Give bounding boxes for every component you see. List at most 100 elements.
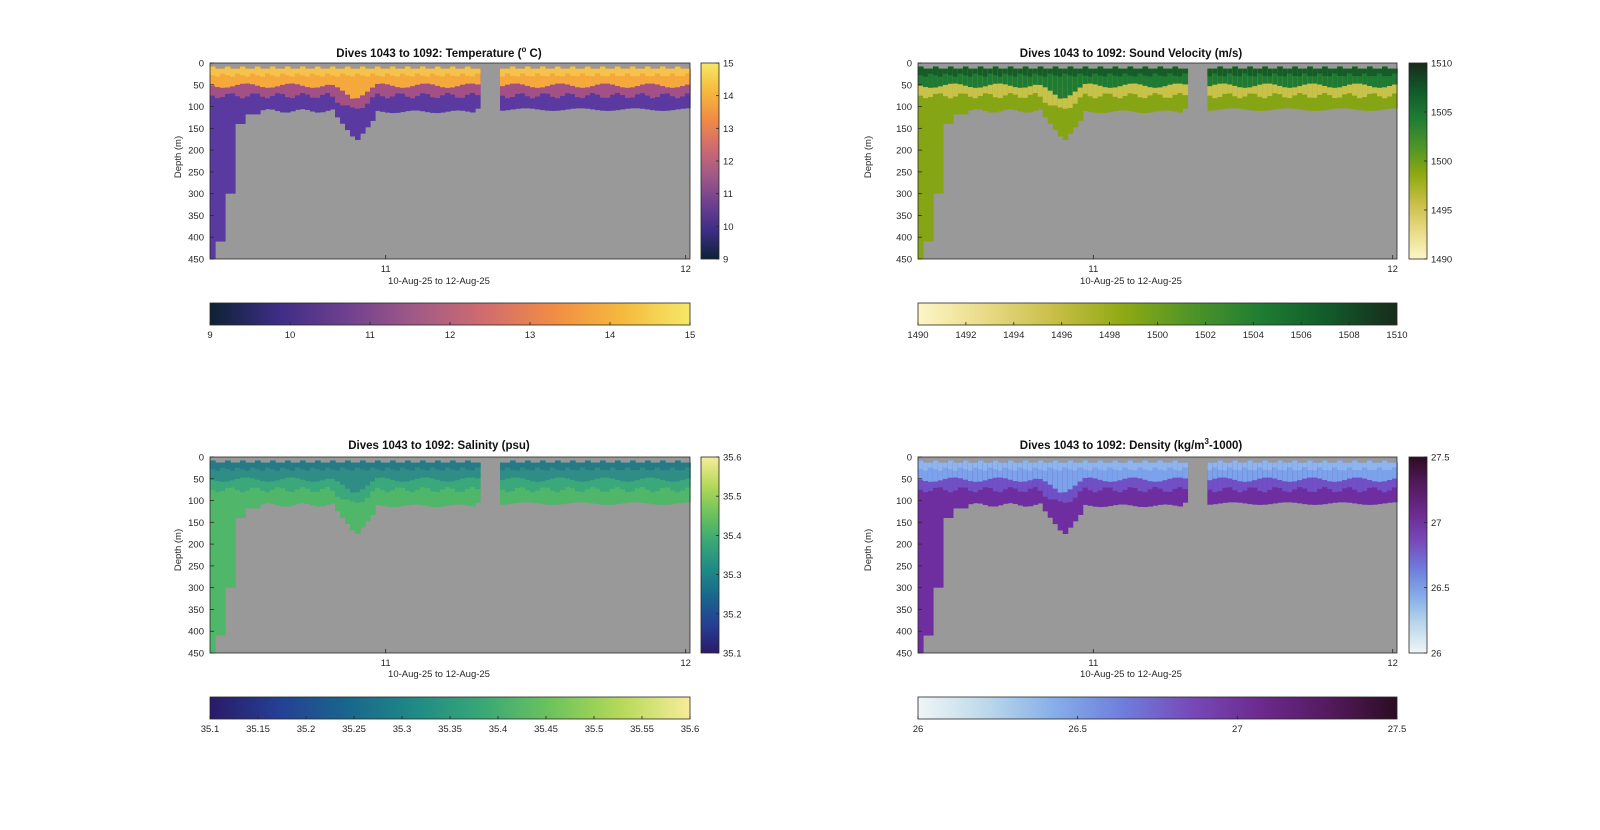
salinity-cell-top (545, 462, 551, 471)
salinity-profile-column (275, 462, 281, 506)
density-cell-surface (1242, 462, 1248, 482)
temperature-cell-top (685, 68, 691, 74)
salinity-cell-top (290, 462, 296, 471)
density-cell-top (1107, 462, 1114, 468)
temperature-profile-column (320, 68, 326, 113)
density-profile-column (997, 462, 1004, 506)
salinity-profile-column (345, 460, 351, 525)
salinity-bottom-colorbar-label: 35.35 (438, 724, 462, 735)
sound-velocity-cell-surface (1342, 68, 1348, 87)
sound-velocity-cell-surface (1167, 68, 1174, 85)
salinity-profile-column (580, 462, 586, 503)
salinity-cell-top (460, 462, 466, 468)
salinity-profile-column (615, 460, 621, 505)
density-profile-column (1207, 462, 1213, 505)
salinity-profile-column (410, 462, 416, 505)
density-cell-top (1057, 462, 1064, 471)
sound-velocity-ytick-label: 50 (901, 80, 912, 91)
density-cell-surface (1182, 462, 1189, 479)
salinity-cell-top (510, 460, 516, 470)
salinity-cell-top (500, 462, 506, 471)
sound-velocity-profile-column (1107, 68, 1114, 113)
temperature-ytick-label: 100 (188, 102, 204, 113)
temperature-cell-top (400, 68, 406, 74)
sound-velocity-cell-surface (1062, 68, 1069, 99)
salinity-cell-top (335, 462, 341, 471)
temperature-profile-column (325, 68, 331, 111)
density-cell-top (1287, 462, 1293, 468)
temperature-profile-column (565, 68, 571, 110)
temperature-cell-surface (365, 68, 371, 92)
density-profile-column (1012, 462, 1019, 504)
salinity-xlabel: 10-Aug-25 to 12-Aug-25 (388, 669, 490, 680)
density-profile-column (1097, 460, 1104, 508)
salinity-profile-column (430, 462, 436, 507)
sound-velocity-cell-surface (1382, 66, 1388, 88)
sound-velocity-cell-surface (1057, 68, 1064, 99)
salinity-cell-top (415, 462, 421, 468)
temperature-cell-surface (520, 68, 526, 85)
sound-velocity-profile-column (1022, 66, 1029, 113)
salinity-cell-top (410, 462, 416, 471)
sound-velocity-cell-surface (1077, 68, 1084, 88)
density-cell-surface (1102, 462, 1109, 482)
sound-velocity-profile-column (1322, 66, 1328, 111)
density-profile-column (1092, 462, 1099, 507)
density-cell-surface (1257, 462, 1263, 479)
density-cell-top (1072, 462, 1079, 471)
temperature-cell-surface (635, 68, 641, 87)
salinity-profile-column (595, 462, 601, 505)
density-cell-surface (932, 460, 939, 482)
density-cell-top (942, 462, 949, 468)
sound-velocity-cell-top (1292, 66, 1298, 76)
salinity-xtick-label: 11 (381, 658, 391, 669)
salinity-profile-column (475, 462, 481, 503)
temperature-cell-top (540, 66, 546, 76)
temperature-profile-column (285, 66, 291, 113)
temperature-cell-top (655, 68, 661, 74)
temperature-profile-column (670, 68, 676, 111)
sound-velocity-profile-column (1077, 68, 1084, 121)
salinity-cell-surface (435, 460, 441, 480)
temperature-profile-column (580, 68, 586, 109)
temperature-cell-surface (610, 68, 616, 85)
density-ylabel: Depth (m) (863, 529, 874, 571)
temperature-cell-top (225, 66, 231, 76)
salinity-cell-top (605, 462, 611, 471)
temperature-cell-top (245, 68, 251, 77)
salinity-ytick-label: 400 (188, 627, 204, 638)
sound-velocity-cell-top (1132, 68, 1139, 77)
temperature-cell-top (500, 68, 506, 77)
density-cell-surface (1052, 460, 1059, 489)
salinity-cell-surface (595, 462, 601, 479)
density-cell-surface (1377, 462, 1383, 482)
density-cell-top (992, 460, 999, 470)
temperature-profile-column (475, 68, 481, 109)
density-ytick-label: 150 (896, 518, 912, 529)
sound-velocity-profile-column (1062, 68, 1069, 141)
sound-velocity-cell-top (1047, 68, 1054, 74)
sound-velocity-title: Dives 1043 to 1092: Sound Velocity (m/s) (1020, 48, 1243, 60)
density-cell-top (962, 460, 969, 470)
temperature-cell-surface (570, 66, 576, 86)
salinity-cell-surface (615, 460, 621, 480)
density-cell-surface (1072, 462, 1079, 486)
temperature-profile-column (385, 68, 391, 113)
salinity-cell-surface (385, 462, 391, 479)
density-profile-column (1342, 462, 1348, 503)
salinity-cell-surface (210, 460, 216, 480)
sound-velocity-profile-column (1222, 68, 1228, 109)
temperature-cell-surface (295, 68, 301, 85)
temperature-cell-top (275, 68, 281, 77)
sound-velocity-profile-column (1257, 68, 1263, 111)
sound-velocity-cell-top (1217, 66, 1223, 76)
density-cell-surface (1032, 462, 1039, 479)
sound-velocity-cell-surface (1392, 68, 1398, 85)
temperature-ytick-label: 300 (188, 189, 204, 200)
sound-velocity-side-colorbar-label: 1490 (1431, 255, 1452, 266)
density-profile-column (1002, 462, 1009, 504)
salinity-profile-column (360, 460, 366, 528)
temperature-cell-surface (595, 68, 601, 85)
sound-velocity-profile-column (927, 68, 934, 242)
temperature-ytick-label: 450 (188, 255, 204, 266)
